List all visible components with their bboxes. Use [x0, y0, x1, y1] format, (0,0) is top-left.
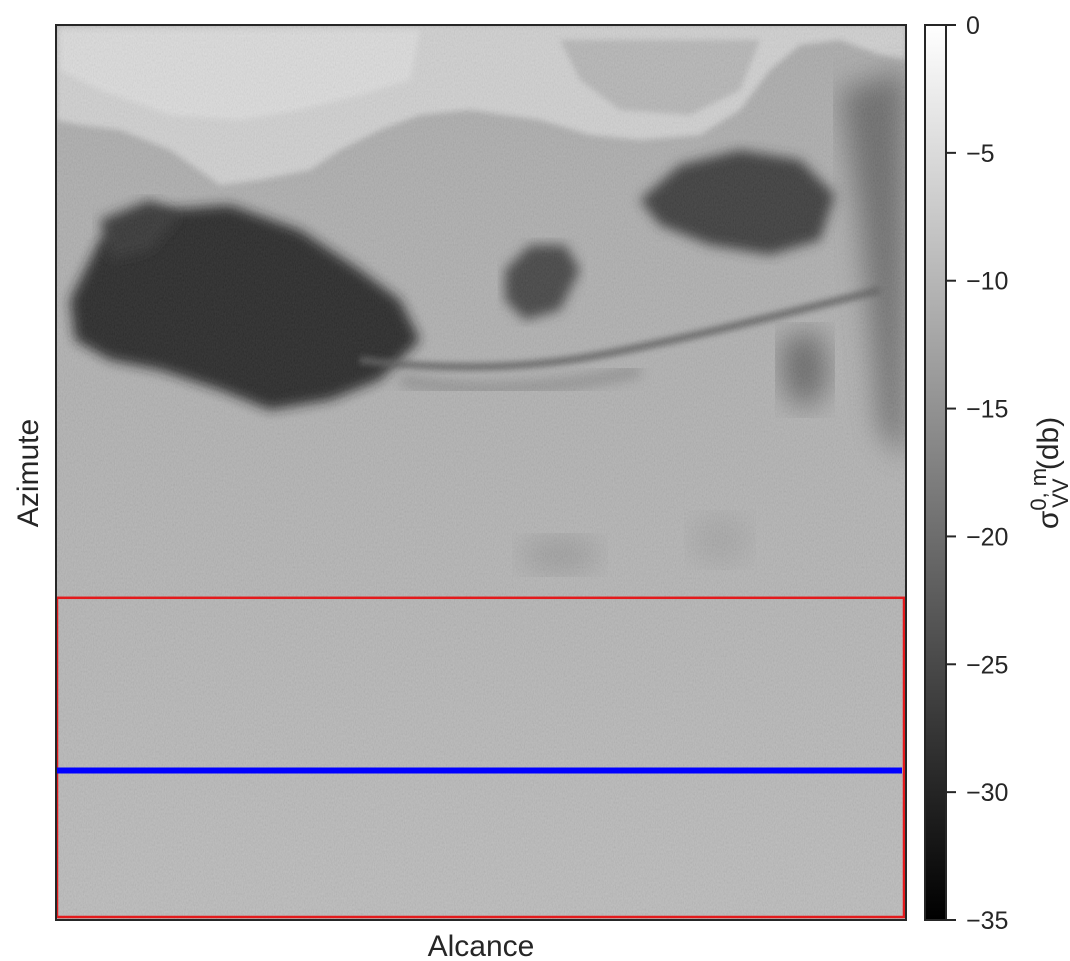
colorbar-tick-label: −35 [966, 907, 1008, 935]
colorbar-label-base: σ [1032, 510, 1065, 529]
colorbar-tick-label: 0 [966, 12, 980, 40]
colorbar-tick-label: −5 [966, 140, 995, 168]
colorbar-tick-label: −20 [966, 523, 1008, 551]
colorbar-tick-label: −15 [966, 396, 1008, 424]
colorbar-label: σ0, mVV (db) [1026, 417, 1070, 529]
speckle-texture [56, 25, 906, 920]
colorbar: 0 −5 −10 −15 −20 −25 −30 −35 σ0, mVV (db) [924, 12, 1070, 935]
colorbar-label-unit: (db) [1032, 417, 1065, 479]
x-axis-label: Alcance [428, 930, 535, 961]
plot-frame [55, 24, 907, 921]
colorbar-ticks: 0 −5 −10 −15 −20 −25 −30 −35 [946, 12, 1008, 935]
colorbar-label-subscript: VV [1048, 478, 1070, 508]
colorbar-tick-label: −25 [966, 651, 1008, 679]
colorbar-gradient [924, 24, 947, 921]
y-axis-label: Azimute [12, 419, 45, 527]
colorbar-label-superscript: 0, m [1026, 468, 1051, 511]
colorbar-tick-label: −10 [966, 268, 1008, 296]
colorbar-tick-label: −30 [966, 779, 1008, 807]
sar-image [56, 25, 906, 920]
